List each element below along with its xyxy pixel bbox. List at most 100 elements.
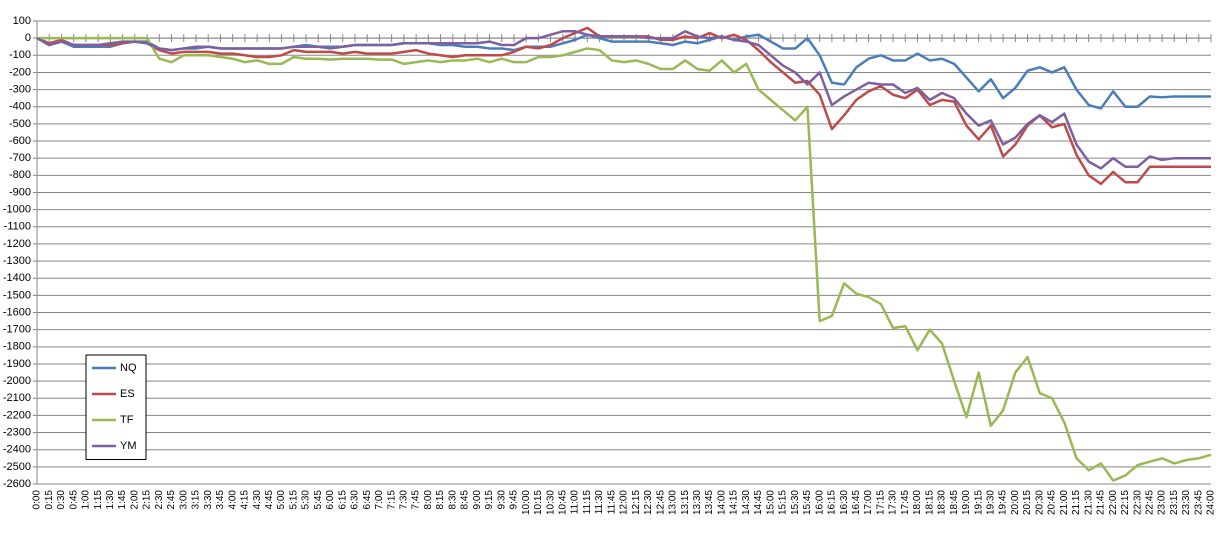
y-tick-label: -900 (9, 186, 31, 198)
x-tick-label: 6:30 (350, 490, 361, 510)
y-tick-label: -1700 (3, 324, 31, 336)
x-tick-label: 23:45 (1193, 490, 1204, 515)
x-tick-label: 2:45 (166, 490, 177, 510)
x-tick-label: 1:30 (105, 490, 116, 510)
x-tick-label: 19:45 (998, 490, 1009, 515)
x-tick-label: 23:00 (1157, 490, 1168, 515)
x-tick-label: 5:15 (288, 490, 299, 510)
x-tick-label: 0:30 (56, 490, 67, 510)
x-tick-label: 12:30 (643, 490, 654, 515)
legend-label: ES (120, 388, 135, 400)
x-tick-label: 5:00 (276, 490, 287, 510)
x-tick-label: 15:30 (790, 490, 801, 515)
x-tick-label: 3:45 (215, 490, 226, 510)
x-tick-label: 1:15 (93, 490, 104, 510)
y-tick-label: -1000 (3, 204, 31, 216)
x-tick-label: 2:30 (154, 490, 165, 510)
y-tick-label: -2200 (3, 409, 31, 421)
x-tick-label: 11:00 (570, 490, 581, 515)
x-tick-label: 11:45 (606, 490, 617, 515)
x-tick-label: 10:00 (521, 490, 532, 515)
x-tick-label: 12:45 (655, 490, 666, 515)
series-line (36, 30, 1211, 170)
x-tick-label: 10:30 (545, 490, 556, 515)
x-tick-label: 8:00 (423, 490, 434, 510)
x-tick-label: 15:00 (765, 490, 776, 515)
x-tick-label: 17:15 (875, 490, 886, 515)
x-tick-label: 17:30 (888, 490, 899, 515)
x-tick-label: 13:45 (704, 490, 715, 515)
x-tick-label: 11:15 (582, 490, 593, 515)
y-tick-label: -600 (9, 135, 31, 147)
x-tick-label: 0:45 (68, 490, 79, 510)
x-tick-label: 24:00 (1206, 490, 1217, 515)
y-tick-label: -1200 (3, 238, 31, 250)
y-tick-label: -500 (9, 118, 31, 130)
x-tick-label: 20:00 (1010, 490, 1021, 515)
x-tick-label: 15:45 (802, 490, 813, 515)
x-tick-label: 22:00 (1108, 490, 1119, 515)
x-tick-label: 9:00 (472, 490, 483, 510)
y-tick-label: -100 (9, 49, 31, 61)
legend-label: NQ (120, 362, 137, 374)
x-tick-label: 7:30 (399, 490, 410, 510)
y-tick-label: -1900 (3, 358, 31, 370)
legend-label: TF (120, 414, 134, 426)
y-tick-label: -1600 (3, 306, 31, 318)
x-tick-label: 19:15 (973, 490, 984, 515)
x-tick-label: 20:30 (1034, 490, 1045, 515)
y-tick-label: -2400 (3, 444, 31, 456)
x-tick-label: 9:15 (484, 490, 495, 510)
x-tick-label: 17:45 (900, 490, 911, 515)
x-tick-label: 9:30 (496, 490, 507, 510)
x-tick-label: 17:00 (863, 490, 874, 515)
x-tick-label: 22:15 (1120, 490, 1131, 515)
x-tick-label: 11:30 (594, 490, 605, 515)
y-tick-label: -2500 (3, 461, 31, 473)
y-tick-label: -200 (9, 66, 31, 78)
x-tick-label: 20:15 (1022, 490, 1033, 515)
y-tick-label: -2600 (3, 478, 31, 490)
x-tick-label: 21:15 (1071, 490, 1082, 515)
series-line (37, 36, 1212, 482)
x-tick-label: 7:15 (386, 490, 397, 510)
x-tick-label: 13:00 (668, 490, 679, 515)
x-tick-label: 6:45 (362, 490, 373, 510)
series-line (36, 33, 1211, 110)
x-tick-label: 10:15 (533, 490, 544, 515)
x-tick-label: 8:30 (447, 490, 458, 510)
y-tick-label: -400 (9, 101, 31, 113)
x-tick-label: 0:00 (32, 490, 43, 510)
y-tick-label: -300 (9, 83, 31, 95)
y-tick-label: -1500 (3, 289, 31, 301)
x-tick-label: 16:30 (839, 490, 850, 515)
x-tick-label: 4:45 (264, 490, 275, 510)
x-tick-label: 18:00 (912, 490, 923, 515)
y-tick-label: -2000 (3, 375, 31, 387)
x-tick-label: 18:45 (949, 490, 960, 515)
y-tick-label: -1800 (3, 341, 31, 353)
x-tick-label: 1:45 (117, 490, 128, 510)
x-tick-label: 19:30 (986, 490, 997, 515)
x-tick-label: 21:30 (1083, 490, 1094, 515)
x-tick-label: 7:00 (374, 490, 385, 510)
x-tick-label: 3:30 (203, 490, 214, 510)
x-tick-label: 9:45 (509, 490, 520, 510)
y-tick-label: -2100 (3, 392, 31, 404)
x-tick-label: 21:45 (1096, 490, 1107, 515)
x-tick-label: 13:30 (692, 490, 703, 515)
y-tick-label: -700 (9, 152, 31, 164)
x-tick-label: 13:15 (680, 490, 691, 515)
x-tick-label: 23:15 (1169, 490, 1180, 515)
x-tick-label: 4:30 (252, 490, 263, 510)
y-tick-label: -1400 (3, 272, 31, 284)
x-tick-label: 5:45 (313, 490, 324, 510)
x-tick-label: 4:15 (240, 490, 251, 510)
y-tick-label: -1300 (3, 255, 31, 267)
x-tick-label: 22:45 (1144, 490, 1155, 515)
x-tick-label: 6:15 (337, 490, 348, 510)
y-tick-label: -2300 (3, 426, 31, 438)
x-tick-label: 15:15 (778, 490, 789, 515)
legend-label: YM (120, 440, 137, 452)
x-tick-label: 21:00 (1059, 490, 1070, 515)
